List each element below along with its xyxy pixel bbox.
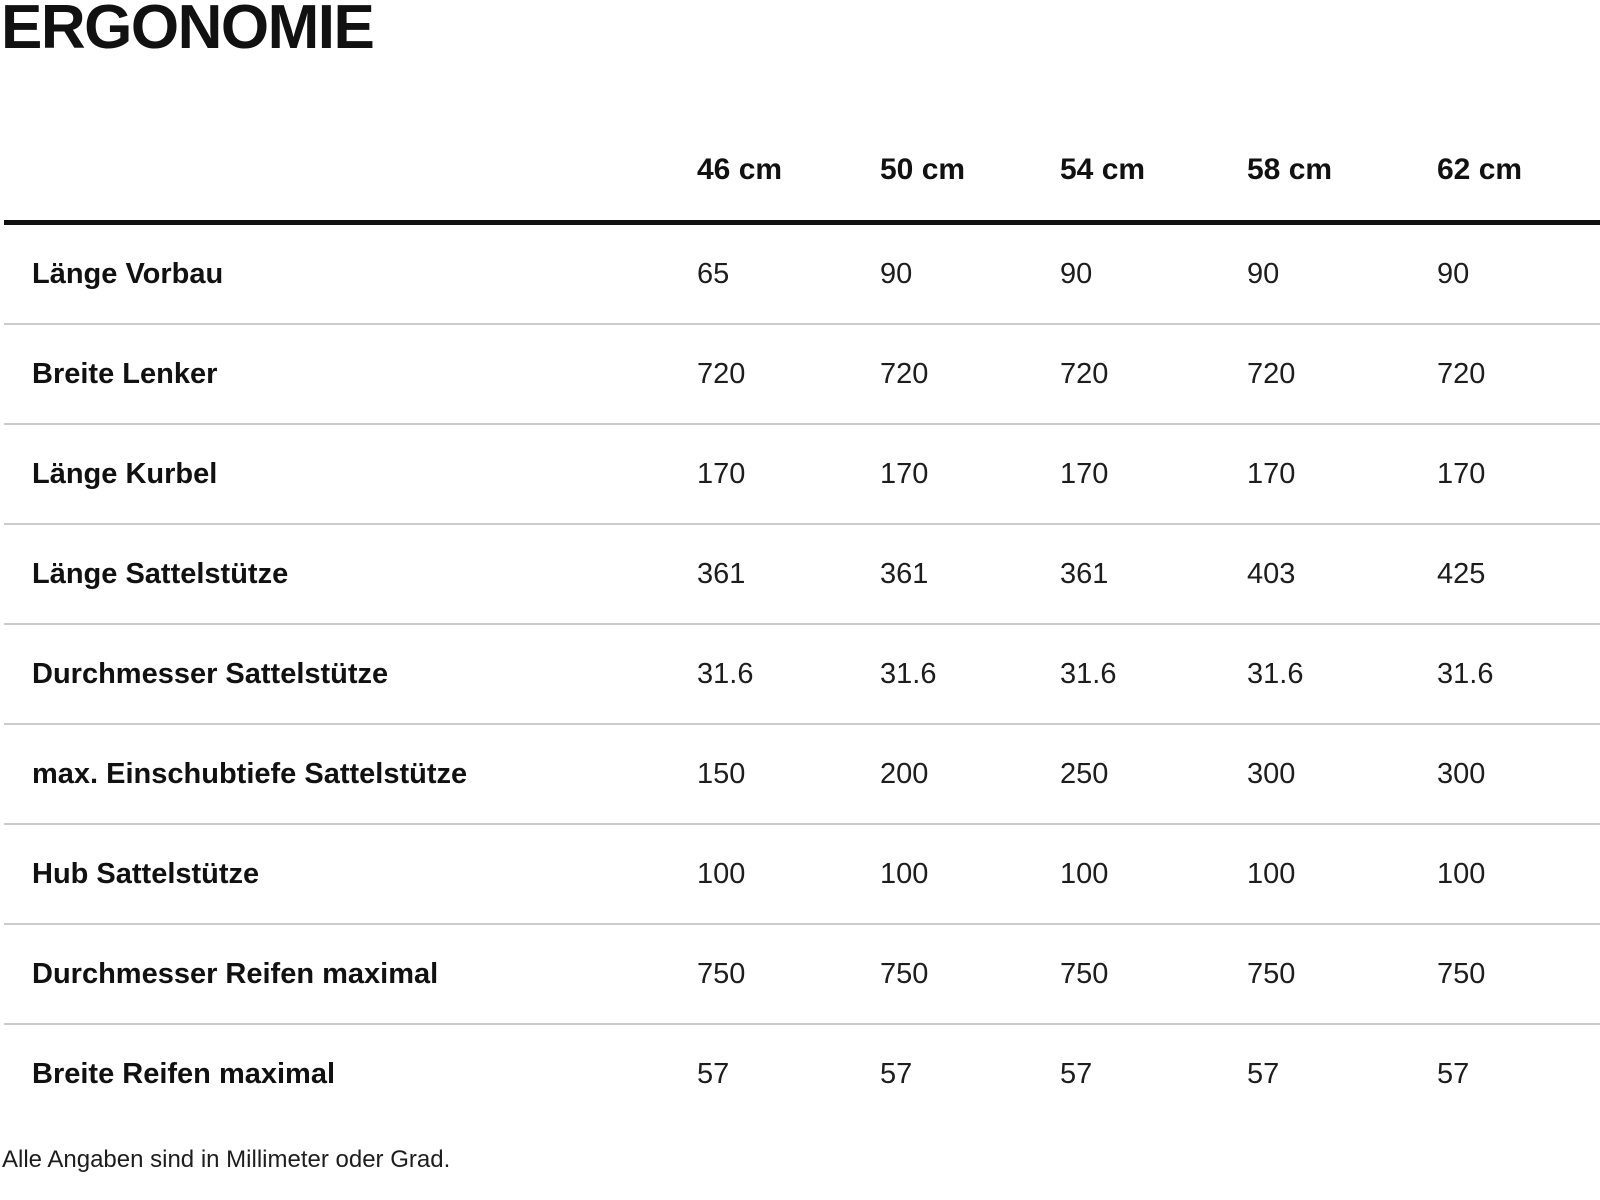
table-row-durchmesser-reifen: Durchmesser Reifen maximal 750 750 750 7… xyxy=(4,924,1600,1025)
spec-value: 750 xyxy=(880,924,1060,1025)
spec-value: 150 xyxy=(697,724,880,825)
units-footnote: Alle Angaben sind in Millimeter oder Gra… xyxy=(2,1146,451,1173)
row-label: Breite Reifen maximal xyxy=(32,1057,336,1090)
spec-value: 300 xyxy=(1437,724,1600,825)
spec-value: 720 xyxy=(697,324,880,425)
column-header-46cm: 46 cm xyxy=(697,120,880,225)
spec-value: 57 xyxy=(697,1057,730,1090)
table-row-durchmesser-sattelstuetze: Durchmesser Sattelstütze 31.6 31.6 31.6 … xyxy=(4,624,1600,725)
table-row-breite-lenker: Breite Lenker 720 720 720 720 720 xyxy=(4,324,1600,425)
table-header-row: 46 cm 50 cm 54 cm 58 cm 62 cm xyxy=(4,120,1600,225)
ergonomics-table: 46 cm 50 cm 54 cm 58 cm 62 cm Länge Vorb… xyxy=(4,120,1600,1123)
spec-value: 361 xyxy=(880,524,1060,625)
spec-value: 250 xyxy=(1060,724,1247,825)
table-row-laenge-vorbau: Länge Vorbau 65 90 90 90 90 xyxy=(4,222,1600,325)
spec-value: 361 xyxy=(697,524,880,625)
spec-value: 170 xyxy=(880,424,1060,525)
spec-value: 31.6 xyxy=(1247,624,1437,725)
row-label: Länge Vorbau xyxy=(4,222,697,325)
spec-value: 100 xyxy=(880,824,1060,925)
spec-value: 720 xyxy=(880,324,1060,425)
spec-value: 57 xyxy=(1437,1057,1470,1090)
spec-value: 170 xyxy=(1060,424,1247,525)
spec-value: 57 xyxy=(1060,1057,1093,1090)
spec-value: 100 xyxy=(697,824,880,925)
spec-value: 200 xyxy=(880,724,1060,825)
column-header-54cm: 54 cm xyxy=(1060,120,1247,225)
spec-value: 31.6 xyxy=(880,624,1060,725)
spec-value: 300 xyxy=(1247,724,1437,825)
spec-value: 57 xyxy=(880,1057,913,1090)
spec-value: 31.6 xyxy=(697,624,880,725)
spec-value: 720 xyxy=(1437,324,1600,425)
spec-value: 170 xyxy=(1437,424,1600,525)
table-row-hub-sattelstuetze: Hub Sattelstütze 100 100 100 100 100 xyxy=(4,824,1600,925)
spec-value: 57 xyxy=(1247,1057,1280,1090)
row-label: Durchmesser Reifen maximal xyxy=(4,924,697,1025)
spec-value: 361 xyxy=(1060,524,1247,625)
column-header-50cm: 50 cm xyxy=(880,120,1060,225)
table-row-max-einschubtiefe: max. Einschubtiefe Sattelstütze 150 200 … xyxy=(4,724,1600,825)
header-empty-cell xyxy=(4,120,697,225)
spec-value: 100 xyxy=(1247,824,1437,925)
row-label: Länge Sattelstütze xyxy=(4,524,697,625)
spec-value: 90 xyxy=(1060,222,1247,325)
spec-value: 750 xyxy=(1060,924,1247,1025)
spec-value: 90 xyxy=(1247,222,1437,325)
spec-value: 425 xyxy=(1437,524,1600,625)
column-header-62cm: 62 cm xyxy=(1437,120,1600,225)
row-label: Hub Sattelstütze xyxy=(4,824,697,925)
table-row-laenge-sattelstuetze: Länge Sattelstütze 361 361 361 403 425 xyxy=(4,524,1600,625)
spec-value: 90 xyxy=(880,222,1060,325)
spec-value: 750 xyxy=(1437,924,1600,1025)
row-label: Durchmesser Sattelstütze xyxy=(4,624,697,725)
spec-value: 90 xyxy=(1437,222,1600,325)
spec-value: 750 xyxy=(1247,924,1437,1025)
spec-value: 31.6 xyxy=(1060,624,1247,725)
spec-value: 100 xyxy=(1437,824,1600,925)
column-header-58cm: 58 cm xyxy=(1247,120,1437,225)
spec-value: 170 xyxy=(697,424,880,525)
spec-value: 100 xyxy=(1060,824,1247,925)
spec-value: 170 xyxy=(1247,424,1437,525)
spec-value: 31.6 xyxy=(1437,624,1600,725)
spec-value: 750 xyxy=(697,924,880,1025)
spec-value: 720 xyxy=(1247,324,1437,425)
row-label: Breite Lenker xyxy=(4,324,697,425)
spec-value: 65 xyxy=(697,222,880,325)
spec-value: 403 xyxy=(1247,524,1437,625)
page-title: ERGONOMIE xyxy=(1,0,375,62)
table-row-breite-reifen: Breite Reifen maximal 57 57 57 57 57 xyxy=(4,1024,1600,1123)
row-label: max. Einschubtiefe Sattelstütze xyxy=(4,724,697,825)
table-row-laenge-kurbel: Länge Kurbel 170 170 170 170 170 xyxy=(4,424,1600,525)
spec-value: 720 xyxy=(1060,324,1247,425)
row-label: Länge Kurbel xyxy=(4,424,697,525)
